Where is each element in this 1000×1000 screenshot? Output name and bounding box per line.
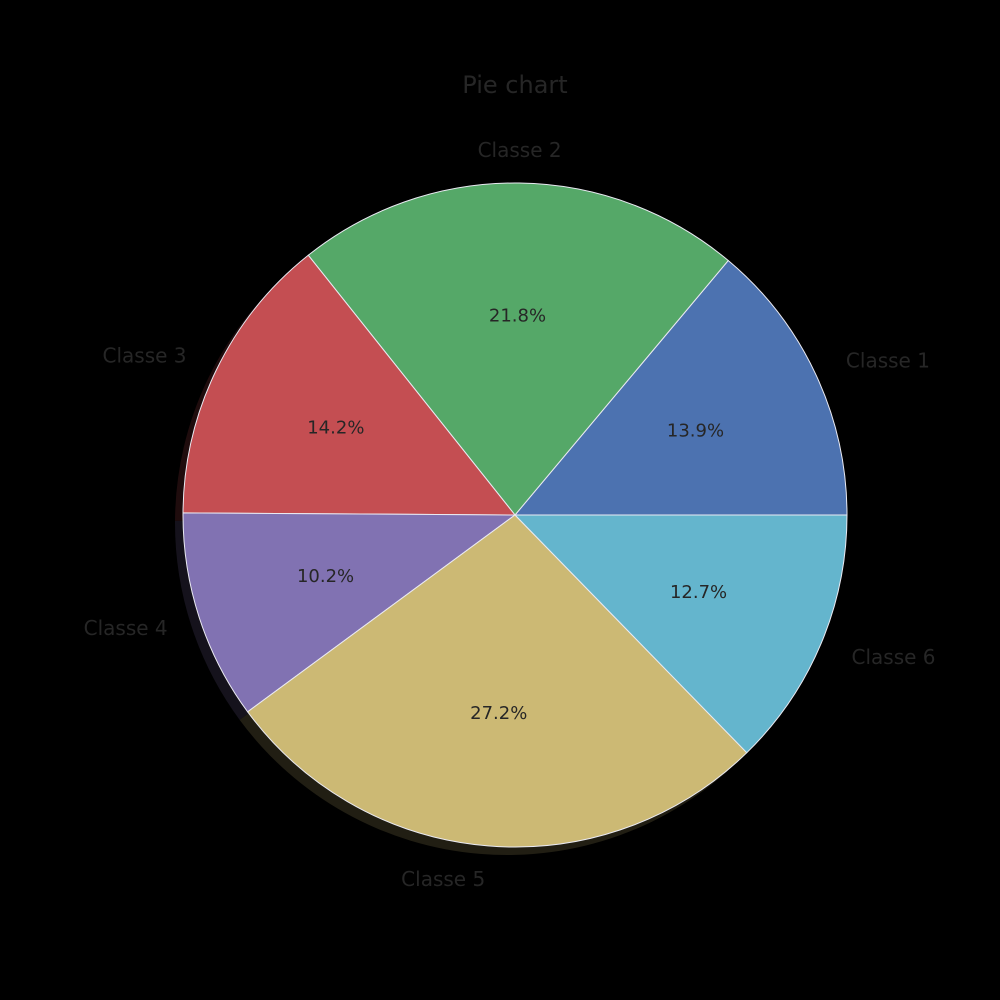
slice-percent-classe-6: 12.7% — [670, 582, 727, 603]
slice-percent-classe-4: 10.2% — [297, 566, 354, 587]
slice-label-classe-3: Classe 3 — [103, 343, 187, 367]
pie-labels: Classe 1 13.9% Classe 2 21.8% Classe 3 14.2% C… — [84, 138, 936, 891]
slice-label-classe-5: Classe 5 — [401, 867, 485, 891]
slice-label-classe-6: Classe 6 — [852, 645, 936, 669]
slice-percent-classe-3: 14.2% — [307, 417, 364, 438]
pie-slices — [182, 182, 848, 848]
chart-title: Pie chart — [462, 71, 567, 99]
pie-slice-classe-6 — [513, 514, 848, 754]
pie-slice-classe-4 — [182, 512, 517, 713]
slice-percent-classe-2: 21.8% — [489, 305, 546, 326]
slice-label-classe-1: Classe 1 — [846, 349, 930, 373]
slice-label-classe-4: Classe 4 — [84, 616, 168, 640]
pie-slice-classe-3 — [182, 254, 517, 516]
pie-slice-classe-5 — [246, 514, 748, 848]
pie-slice-classe-1 — [513, 259, 848, 516]
slice-label-classe-2: Classe 2 — [478, 138, 562, 162]
slice-percent-classe-1: 13.9% — [667, 420, 724, 441]
pie-slice-classe-2 — [307, 182, 729, 516]
slice-percent-classe-5: 27.2% — [470, 703, 527, 724]
